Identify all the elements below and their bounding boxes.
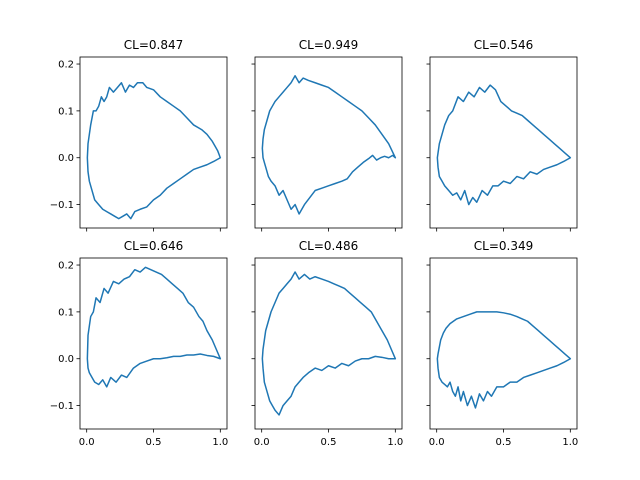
- subplot-title: CL=0.486: [299, 239, 358, 253]
- airfoil-line-2: [261, 74, 397, 215]
- x-tick-label: 0.5: [496, 437, 512, 448]
- axes-frame: [429, 56, 578, 229]
- x-tick-label: 1.0: [562, 437, 578, 448]
- subplot-5: CL=0.486 0.0 0.5 1.0: [251, 239, 403, 448]
- subplot-title: CL=0.949: [299, 38, 358, 52]
- subplot-2: CL=0.949: [251, 38, 403, 232]
- y-tick-label: 0.2: [58, 261, 74, 272]
- x-tick-label: 0.0: [79, 437, 95, 448]
- subplot-title: CL=0.349: [474, 239, 533, 253]
- x-tick-label: 0.5: [146, 437, 162, 448]
- y-tick-label: 0.0: [58, 153, 74, 164]
- subplot-4: CL=0.646 0.0 0.5 1.0 −0.1 0.0 0.1 0.2: [50, 239, 229, 448]
- axes-frame: [429, 257, 578, 430]
- x-tick-label: 0.0: [429, 437, 445, 448]
- subplot-title: CL=0.646: [124, 239, 183, 253]
- y-tick-label: 0.1: [58, 307, 74, 318]
- y-tick-label: −0.1: [50, 200, 74, 211]
- x-tick-label: 1.0: [387, 437, 403, 448]
- axes-frame: [79, 56, 228, 229]
- airfoil-line-4: [86, 266, 222, 388]
- y-tick-label: 0.2: [58, 60, 74, 71]
- subplot-6: CL=0.349 0.0 0.5 1.0: [426, 239, 578, 448]
- subplot-1: CL=0.847 −0.1 0.0 0.1 0.2: [50, 38, 228, 232]
- axes-frame: [254, 257, 403, 430]
- axes-frame: [254, 56, 403, 229]
- x-tick-label: 1.0: [212, 437, 228, 448]
- airfoil-line-1: [86, 82, 222, 220]
- y-tick-label: 0.1: [58, 106, 74, 117]
- axes-frame: [79, 257, 228, 430]
- airfoil-line-5: [261, 271, 397, 416]
- airfoil-line-3: [436, 84, 572, 206]
- x-tick-label: 0.0: [254, 437, 270, 448]
- y-tick-label: −0.1: [50, 401, 74, 412]
- x-tick-label: 0.5: [321, 437, 337, 448]
- subplot-title: CL=0.546: [474, 38, 533, 52]
- subplot-title: CL=0.847: [124, 38, 183, 52]
- subplot-3: CL=0.546: [426, 38, 578, 232]
- y-tick-label: 0.0: [58, 354, 74, 365]
- airfoil-line-6: [436, 311, 572, 409]
